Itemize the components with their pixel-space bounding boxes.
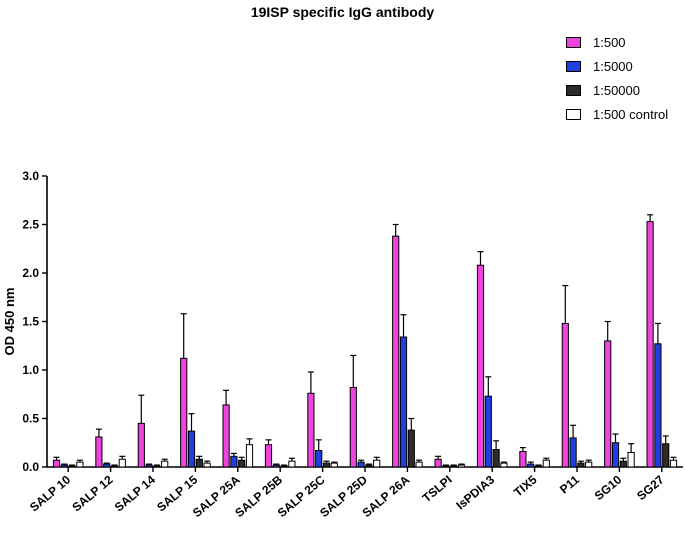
x-tick-label: SALP 14 — [112, 472, 158, 514]
bar — [137, 422, 145, 468]
x-tick-label: IsPDIA3 — [453, 472, 497, 512]
y-tick-label: 3.0 — [22, 169, 39, 183]
x-tick-label: SG10 — [592, 472, 625, 503]
bar — [272, 464, 280, 468]
x-tick-label: SALP 10 — [27, 472, 73, 514]
y-tick-label: 0.5 — [22, 412, 39, 426]
y-axis-label: OD 450 nm — [2, 288, 17, 356]
bar — [153, 465, 161, 468]
x-tick-label: SALP 12 — [69, 472, 115, 514]
y-tick-label: 2.5 — [22, 218, 39, 232]
bar — [492, 449, 500, 468]
bar — [330, 462, 338, 468]
bar — [238, 459, 246, 468]
bar — [527, 463, 535, 468]
bar — [585, 461, 593, 468]
legend-item: 1:50000 — [566, 78, 668, 102]
bar — [434, 458, 442, 468]
bar — [373, 459, 381, 468]
bar — [476, 264, 485, 468]
bar — [500, 462, 508, 468]
x-tick-label: SG27 — [634, 472, 667, 503]
bar — [519, 450, 527, 468]
y-tick-label: 0.0 — [22, 460, 39, 474]
bar — [604, 340, 612, 468]
legend-item: 1:500 control — [566, 102, 668, 126]
chart-title: 19ISP specific IgG antibody — [250, 4, 435, 20]
legend: 1:500 1:5000 1:50000 1:500 control — [566, 30, 668, 126]
x-tick-label: P11 — [557, 472, 582, 496]
bar — [60, 464, 68, 468]
bar — [76, 461, 84, 468]
bar — [534, 465, 543, 468]
bar — [561, 322, 569, 468]
legend-label: 1:5000 — [593, 58, 633, 74]
y-tick-label: 2.0 — [22, 266, 39, 280]
legend-swatch — [566, 84, 581, 96]
x-tick-label: TSLPI — [420, 473, 455, 506]
legend-label: 1:500 control — [593, 106, 669, 122]
legend-label: 1:500 — [593, 34, 626, 50]
bar — [392, 235, 400, 468]
bar — [187, 430, 196, 468]
bar — [457, 464, 466, 468]
bar — [569, 437, 577, 468]
bar — [315, 450, 323, 468]
bar — [611, 442, 620, 468]
bar — [407, 429, 415, 468]
bar — [415, 461, 423, 468]
legend-swatch — [566, 60, 581, 72]
y-tick-label: 1.0 — [22, 363, 39, 377]
bar — [180, 357, 188, 468]
bar — [195, 458, 203, 468]
bar — [484, 395, 492, 468]
bar — [365, 464, 373, 468]
bar — [654, 343, 662, 468]
bar — [357, 461, 365, 468]
bar — [662, 443, 670, 468]
bar — [307, 392, 315, 468]
bar — [619, 460, 627, 468]
bar — [322, 462, 331, 468]
legend-swatch — [566, 36, 581, 48]
bar — [442, 465, 450, 468]
y-tick-label: 1.5 — [22, 315, 39, 329]
bar — [103, 463, 111, 468]
bar — [288, 460, 296, 468]
bar — [542, 459, 550, 468]
bar — [577, 462, 585, 468]
bar — [95, 436, 103, 468]
bar — [145, 464, 153, 468]
bar — [669, 459, 678, 468]
legend-label: 1:50000 — [593, 82, 640, 98]
bar — [399, 336, 408, 468]
bar — [203, 462, 211, 468]
bar — [161, 460, 169, 468]
legend-swatch — [566, 108, 581, 120]
bar — [450, 465, 458, 468]
bar — [349, 386, 357, 468]
legend-item: 1:5000 — [566, 54, 668, 78]
bar — [280, 465, 288, 468]
bar — [646, 221, 654, 468]
bar — [68, 465, 76, 468]
legend-item: 1:500 — [566, 30, 668, 54]
x-tick-label: SALP 26A — [360, 472, 413, 520]
bar — [118, 458, 126, 468]
bar — [627, 451, 635, 468]
bar — [264, 444, 273, 468]
bar — [230, 455, 238, 468]
x-tick-label: TIX5 — [511, 472, 540, 499]
bar — [52, 459, 61, 468]
bar — [222, 404, 230, 468]
bar — [245, 444, 254, 468]
bar — [110, 465, 119, 468]
